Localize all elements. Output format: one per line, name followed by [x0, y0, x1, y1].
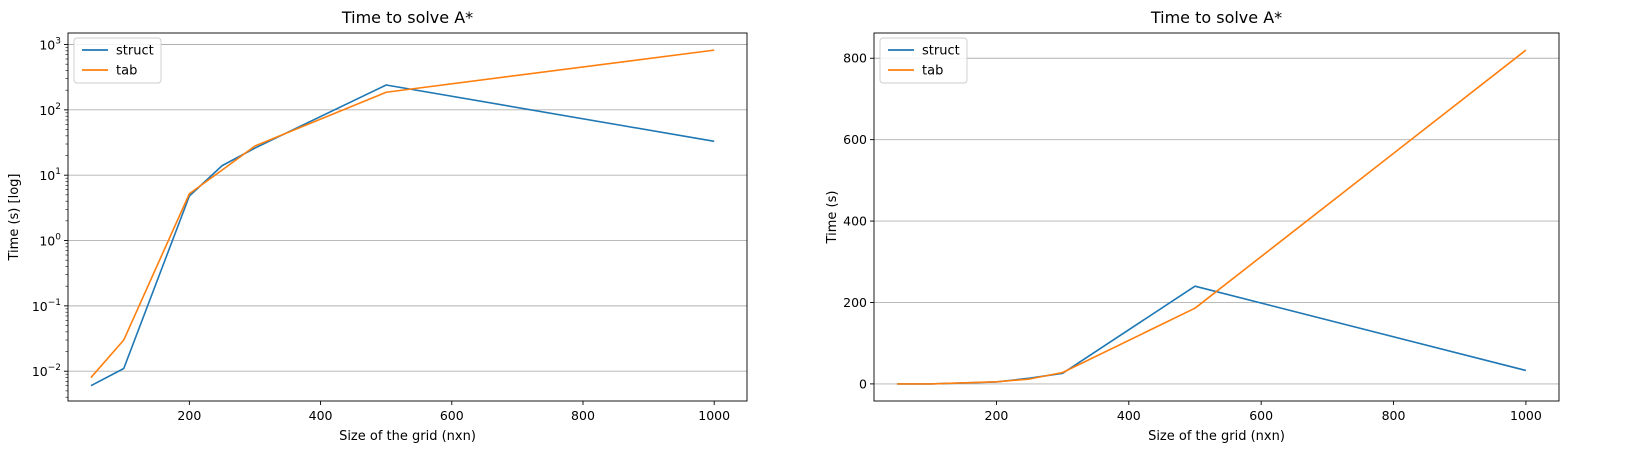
chart-log-scale: 200 400 600 800 1000 10−2 10−1 100 101 102 103 Time… [7, 8, 748, 444]
series-line-tab [897, 49, 1527, 385]
y-tick-label: 10−2 [32, 363, 61, 379]
x-tick-label: 400 [1117, 408, 1141, 423]
y-tick-label: 10−1 [32, 298, 61, 314]
x-tick-label: 200 [177, 408, 201, 423]
x-axis-label: Size of the grid (nxn) [1148, 429, 1285, 444]
x-tick-label: 200 [985, 408, 1009, 423]
series-line-struct [897, 285, 1527, 385]
x-tick-label: 600 [440, 408, 464, 423]
x-axis-label: Size of the grid (nxn) [339, 429, 476, 444]
axes-frame [67, 32, 748, 402]
y-tick-label: 103 [39, 37, 61, 53]
legend-label-struct: struct [116, 44, 154, 59]
y-tick-label: 400 [843, 214, 867, 229]
x-tick-label: 1000 [1510, 408, 1542, 423]
legend-label-tab: tab [922, 64, 943, 79]
y-tick-label: 101 [39, 167, 61, 183]
y-tick-label: 0 [859, 376, 867, 391]
y-axis-label: Time (s) [825, 191, 840, 245]
y-axis-label: Time (s) [log] [7, 174, 22, 262]
x-tick-label: 400 [309, 408, 333, 423]
y-tick-label: 100 [39, 233, 61, 249]
chart-linear-scale: 200 400 600 800 1000 0 200 400 600 800 Time to sol… [825, 8, 1560, 444]
y-tick-label: 600 [843, 132, 867, 147]
x-tick-label: 800 [571, 408, 595, 423]
series-line-struct [90, 84, 715, 387]
legend-label-struct: struct [922, 44, 960, 59]
x-tick-label: 600 [1249, 408, 1273, 423]
y-tick-label: 800 [843, 51, 867, 66]
chart-title: Time to solve A* [341, 8, 473, 27]
y-tick-label: 102 [39, 102, 61, 118]
legend-label-tab: tab [116, 64, 137, 79]
legend: struct tab [73, 37, 162, 84]
x-tick-label: 1000 [698, 408, 730, 423]
x-tick-label: 800 [1382, 408, 1406, 423]
series-line-tab [90, 49, 715, 379]
chart-title: Time to solve A* [1150, 8, 1282, 27]
legend: struct tab [879, 37, 968, 84]
y-tick-label: 200 [843, 295, 867, 310]
axes-frame [873, 32, 1560, 402]
